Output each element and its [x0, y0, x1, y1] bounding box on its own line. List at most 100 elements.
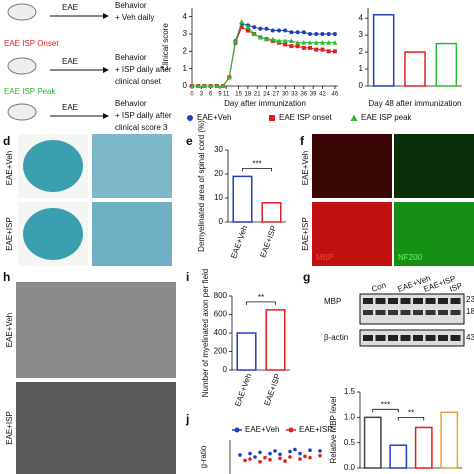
- point: [301, 45, 306, 50]
- y-tick-label: 0: [359, 81, 364, 90]
- point: [332, 32, 337, 36]
- schematic: EAE Behavior + Veh daily EAE ISP Onset E…: [4, 1, 172, 132]
- x-tick-label: 36: [300, 92, 307, 98]
- point: [257, 34, 263, 40]
- x-tick-label: 27: [273, 92, 280, 98]
- band: [363, 310, 373, 315]
- mw-marker: 23: [466, 295, 474, 304]
- stain-label: MBP: [316, 253, 333, 262]
- x-tick-label: 24: [263, 92, 270, 98]
- step: Behavior: [115, 1, 147, 10]
- bar: [372, 14, 395, 87]
- band: [388, 298, 398, 304]
- band: [375, 335, 386, 341]
- point: [326, 49, 331, 54]
- x-tick-label: 9: [218, 92, 222, 98]
- point: [288, 38, 294, 43]
- point: [276, 28, 281, 33]
- band: [450, 335, 461, 341]
- legend-label: EAE ISP onset: [279, 113, 333, 122]
- point: [226, 74, 232, 80]
- band: [438, 310, 448, 315]
- point: [289, 30, 294, 35]
- point: [289, 44, 294, 49]
- panel-label: d: [3, 134, 10, 148]
- point: [258, 450, 262, 455]
- band: [400, 310, 411, 315]
- point: [189, 83, 195, 88]
- point: [251, 31, 257, 36]
- image: [16, 282, 176, 378]
- point: [195, 83, 201, 88]
- image: [312, 134, 392, 198]
- image: [312, 202, 392, 266]
- band: [450, 298, 461, 304]
- panel-label: h: [3, 270, 10, 284]
- band: [388, 310, 398, 315]
- mouse-icon: [7, 3, 37, 21]
- x-tick-label: EAE+ISP: [262, 372, 282, 407]
- point: [245, 28, 250, 33]
- legend-label: EAE+Veh: [245, 425, 279, 434]
- point: [276, 38, 282, 43]
- panel-label: g: [303, 270, 310, 284]
- x-tick-label: 39: [310, 92, 317, 98]
- point: [319, 40, 325, 45]
- point: [295, 40, 301, 45]
- point: [307, 40, 313, 45]
- x-axis-label: Day after immunization: [224, 99, 306, 108]
- blot-box: [359, 329, 465, 347]
- y-tick-label: 1.0: [344, 412, 356, 421]
- x-tick-label: 42: [319, 92, 326, 98]
- legend-marker: [288, 427, 294, 433]
- y-tick-label: 4: [183, 12, 188, 21]
- point: [264, 36, 270, 42]
- bar: [236, 332, 257, 371]
- point: [263, 455, 267, 460]
- image: [92, 202, 172, 266]
- point: [293, 447, 297, 452]
- point: [264, 26, 269, 31]
- band: [400, 298, 411, 304]
- bar: [232, 175, 253, 223]
- band: [388, 335, 398, 341]
- point: [220, 83, 226, 88]
- point: [268, 457, 272, 462]
- significance-bracket: [242, 168, 272, 172]
- point: [258, 459, 262, 464]
- point: [288, 455, 292, 459]
- y-axis-label: Number of myelinated axon per field: [201, 269, 210, 398]
- band: [450, 310, 461, 315]
- y-axis-label: g-ratio: [199, 445, 208, 468]
- bar: [363, 416, 382, 469]
- series-line: [192, 26, 335, 87]
- mw-marker: 43: [466, 333, 474, 342]
- point: [239, 25, 244, 30]
- band: [413, 298, 423, 304]
- spinal-cord: [23, 140, 83, 192]
- x-tick-label: 18: [245, 92, 252, 98]
- point: [268, 451, 272, 456]
- significance-bracket: [397, 417, 425, 421]
- bar: [404, 51, 426, 87]
- point: [258, 26, 263, 31]
- spinal-cord: [23, 208, 83, 260]
- y-tick-label: 10: [214, 193, 223, 202]
- y-tick-label: 0: [223, 365, 228, 374]
- point: [248, 457, 252, 461]
- band: [425, 298, 436, 304]
- row-label: EAE+Veh: [5, 313, 14, 347]
- em-h: EAE+Veh EAE+ISP: [5, 282, 176, 474]
- step: Behavior: [115, 53, 147, 62]
- panel-label: f: [300, 134, 305, 148]
- point: [273, 449, 277, 453]
- image: [394, 134, 474, 198]
- point: [308, 45, 313, 50]
- y-tick-label: 20: [214, 169, 223, 178]
- step: EAE: [62, 57, 78, 66]
- x-tick-label: 15: [235, 92, 242, 98]
- y-tick-label: 200: [214, 347, 228, 356]
- row-label: MBP: [324, 297, 341, 306]
- x-tick-label: 21: [254, 92, 261, 98]
- y-tick-label: 2: [183, 46, 188, 55]
